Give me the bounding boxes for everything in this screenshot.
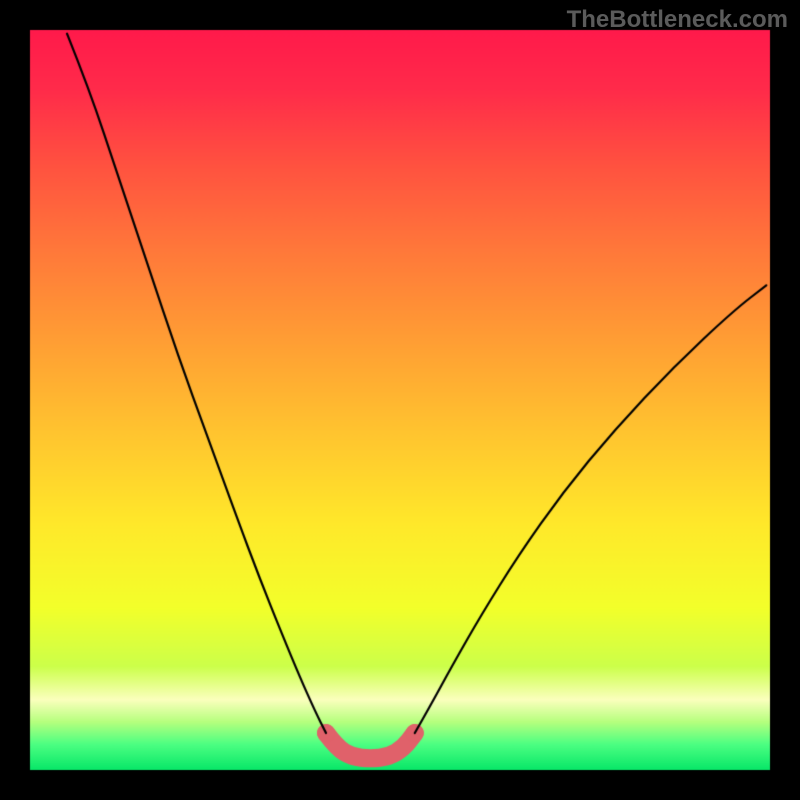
watermark-label: TheBottleneck.com — [567, 6, 788, 34]
chart-stage: TheBottleneck.com — [0, 0, 800, 800]
bottleneck-curve-chart — [0, 0, 800, 800]
